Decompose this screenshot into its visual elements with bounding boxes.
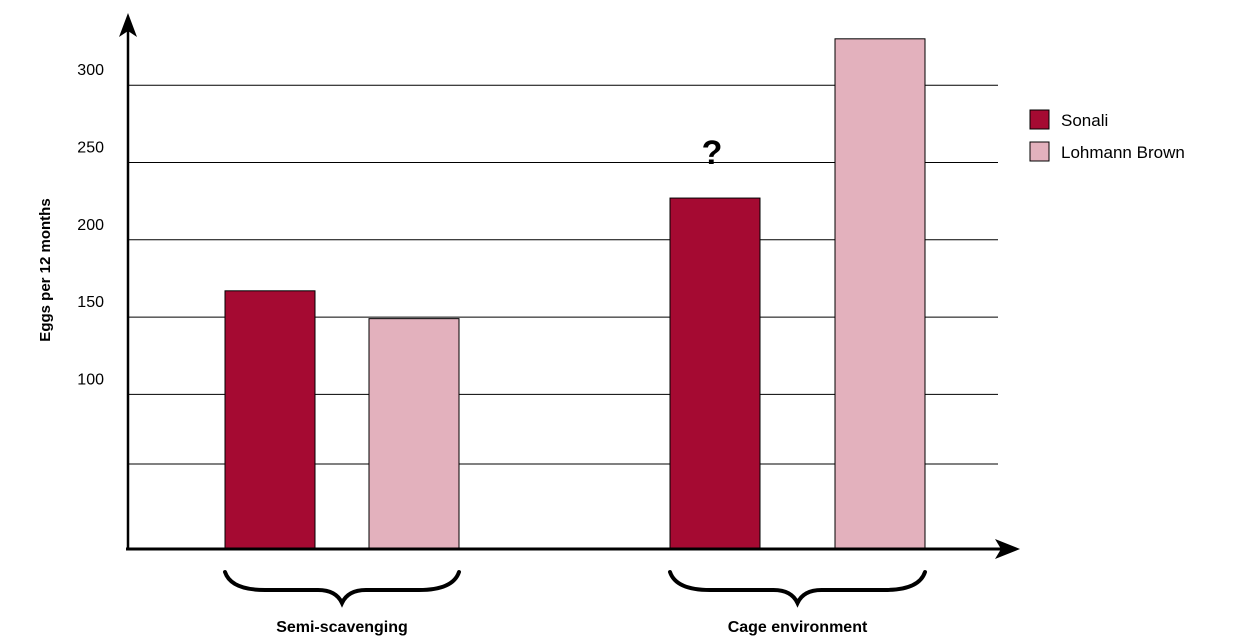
legend: Sonali Lohmann Brown xyxy=(1029,109,1185,162)
y-tick-label: 100 xyxy=(77,371,104,388)
bar-lohmann-brown-cage-environment xyxy=(834,38,926,550)
legend-label-sonali: Sonali xyxy=(1061,111,1108,130)
annotation-question-mark: ? xyxy=(702,134,723,172)
y-axis-arrow xyxy=(119,13,137,37)
x-category-label: Semi-scavenging xyxy=(276,619,408,636)
legend-label-lohmann-brown: Lohmann Brown xyxy=(1061,143,1185,162)
bar-sonali-semi-scavenging xyxy=(224,290,316,550)
brace-cage-environment xyxy=(668,570,927,608)
y-tick-label: 150 xyxy=(77,294,104,311)
legend-swatch-lohmann-brown xyxy=(1029,141,1050,162)
x-axis-arrow xyxy=(995,539,1020,559)
annotations: ? xyxy=(702,134,723,172)
y-tick-labels: 300 250 200 150 100 xyxy=(77,62,104,388)
category-braces: Semi-scavenging Cage environment xyxy=(223,570,927,636)
legend-swatch-sonali xyxy=(1029,109,1050,130)
x-category-label: Cage environment xyxy=(728,619,868,636)
y-axis-label: Eggs per 12 months xyxy=(37,198,54,341)
axes xyxy=(119,13,1020,559)
bar-lohmann-brown-semi-scavenging xyxy=(368,318,460,550)
y-tick-label: 200 xyxy=(77,217,104,234)
bar-sonali-cage-environment xyxy=(669,197,761,550)
y-tick-label: 300 xyxy=(77,62,104,79)
bars xyxy=(224,38,926,550)
brace-semi-scavenging xyxy=(223,570,461,608)
y-tick-label: 250 xyxy=(77,140,104,157)
